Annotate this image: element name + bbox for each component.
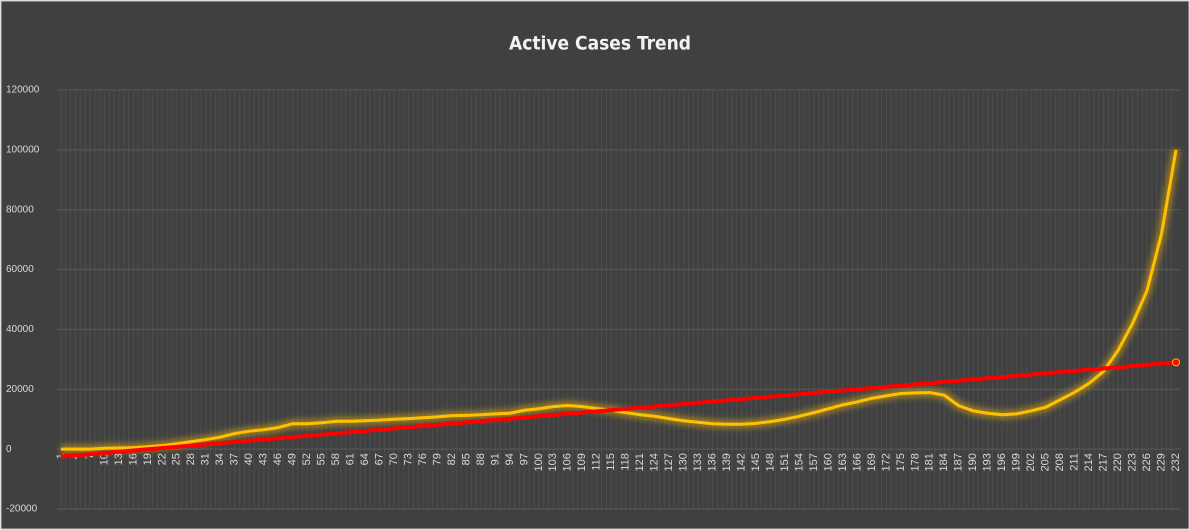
x-tick-label: 199 <box>1011 453 1023 471</box>
x-tick-label: 187 <box>953 453 965 471</box>
x-tick-label: 133 <box>692 453 704 471</box>
x-tick-label: 52 <box>301 453 313 465</box>
x-tick-label: 109 <box>576 453 588 471</box>
x-tick-label: 118 <box>620 453 632 471</box>
x-tick-label: 79 <box>431 453 443 465</box>
y-tick-label: 80000 <box>6 204 34 215</box>
x-tick-label: 214 <box>1083 453 1095 471</box>
x-tick-label: 139 <box>721 453 733 471</box>
x-tick-label: 115 <box>605 453 617 471</box>
x-tick-label: 106 <box>562 453 574 471</box>
x-tick-label: 55 <box>316 453 328 465</box>
x-tick-label: 169 <box>866 453 878 471</box>
x-tick-label: 226 <box>1141 453 1153 471</box>
x-tick-label: 61 <box>345 453 357 465</box>
x-tick-label: 28 <box>185 453 197 465</box>
x-tick-label: 124 <box>649 453 661 471</box>
y-tick-label: 60000 <box>6 264 34 275</box>
y-tick-label: 20000 <box>6 384 34 395</box>
x-tick-label: 136 <box>707 453 719 471</box>
x-tick-label: 46 <box>272 453 284 465</box>
x-tick-label: 211 <box>1069 453 1081 471</box>
x-tick-label: 25 <box>171 453 183 465</box>
x-tick-label: 148 <box>764 453 776 471</box>
x-tick-label: 76 <box>417 453 429 465</box>
x-tick-label: 34 <box>214 453 226 465</box>
y-tick-label: 0 <box>6 444 12 455</box>
x-tick-label: 232 <box>1170 453 1182 471</box>
x-tick-label: 217 <box>1098 453 1110 471</box>
x-tick-label: 40 <box>243 453 255 465</box>
x-tick-label: 190 <box>967 453 979 471</box>
x-tick-label: 130 <box>678 453 690 471</box>
x-tick-label: 160 <box>822 453 834 471</box>
x-tick-label: 103 <box>547 453 559 471</box>
x-tick-label: 73 <box>402 453 414 465</box>
x-tick-label: 229 <box>1155 453 1167 471</box>
x-tick-label: 172 <box>880 453 892 471</box>
trend-line <box>60 360 1177 459</box>
y-tick-label: 40000 <box>6 324 34 335</box>
x-tick-label: 112 <box>591 453 603 471</box>
x-tick-label: 157 <box>808 453 820 471</box>
x-tick-label: 220 <box>1112 453 1124 471</box>
x-tick-label: 19 <box>142 453 154 465</box>
x-tick-label: 58 <box>330 453 342 465</box>
x-tick-label: 43 <box>258 453 270 465</box>
x-tick-label: 181 <box>924 453 936 471</box>
x-tick-label: 121 <box>634 453 646 471</box>
x-tick-label: 97 <box>518 453 530 465</box>
x-tick-label: 178 <box>909 453 921 471</box>
x-tick-label: 184 <box>938 453 950 471</box>
x-tick-label: 175 <box>895 453 907 471</box>
x-tick-label: 145 <box>750 453 762 471</box>
trend-end <box>1172 358 1180 367</box>
x-tick-label: 205 <box>1040 453 1052 471</box>
x-tick-label: 196 <box>996 453 1008 471</box>
y-tick-label: -20000 <box>6 504 38 515</box>
x-tick-label: 22 <box>156 453 168 465</box>
x-tick-label: 94 <box>504 453 516 465</box>
x-tick-label: 70 <box>388 453 400 465</box>
x-tick-label: 151 <box>779 453 791 471</box>
x-tick-label: 163 <box>837 453 849 471</box>
x-tick-label: 127 <box>663 453 675 471</box>
x-tick-label: 154 <box>793 453 805 471</box>
x-tick-label: 193 <box>982 453 994 471</box>
x-tick-label: 88 <box>475 453 487 465</box>
x-tick-label: 202 <box>1025 453 1037 471</box>
x-tick-label: 142 <box>735 453 747 471</box>
x-tick-label: 85 <box>460 453 472 465</box>
x-tick-label: 7 <box>84 453 96 459</box>
x-tick-label: 223 <box>1126 453 1138 471</box>
x-tick-label: 208 <box>1054 453 1066 471</box>
x-tick-label: 1 <box>55 453 67 459</box>
x-tick-label: 49 <box>287 453 299 465</box>
x-tick-label: 67 <box>373 453 385 465</box>
chart-title: Active Cases Trend <box>509 33 691 55</box>
x-tick-label: 31 <box>200 453 212 465</box>
x-tick-label: 10 <box>98 453 110 465</box>
x-tick-label: 37 <box>229 453 241 465</box>
y-tick-label: 100000 <box>6 144 40 155</box>
x-tick-label: 82 <box>446 453 458 465</box>
x-tick-label: 16 <box>127 453 139 465</box>
x-tick-label: 13 <box>113 453 125 465</box>
x-tick-label: 91 <box>489 453 501 465</box>
y-tick-label: 120000 <box>6 85 40 96</box>
x-tick-label: 100 <box>533 453 545 471</box>
x-tick-label: 64 <box>359 453 371 465</box>
x-tick-label: 166 <box>851 453 863 471</box>
